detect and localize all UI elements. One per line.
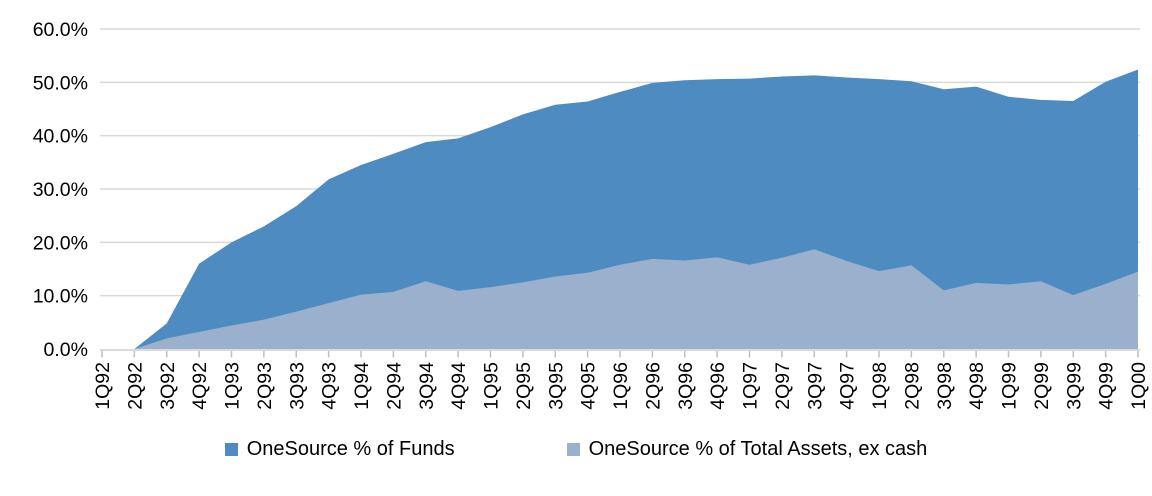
x-tick-label: 4Q93 <box>319 362 341 410</box>
series-area-1 <box>102 249 1138 349</box>
x-tick-label: 2Q99 <box>1031 362 1053 410</box>
area-chart-plot: 0.0% 10.0% 20.0% 30.0% 40.0% 50.0% 60.0% 1Q92 2Q… <box>33 19 1150 410</box>
y-tick-label: 50.0% <box>33 72 88 94</box>
x-tick-label: 4Q94 <box>448 362 470 410</box>
legend-swatch-funds-icon <box>224 443 238 456</box>
x-tick-label: 2Q95 <box>513 362 535 410</box>
area-series <box>102 69 1138 350</box>
x-tick-label: 3Q92 <box>157 362 179 410</box>
chart-legend: OneSource % of Funds OneSource % of Tota… <box>0 438 1152 461</box>
x-tick-label: 3Q98 <box>934 362 956 410</box>
x-tick-label: 3Q93 <box>286 362 308 410</box>
x-tick-label: 1Q98 <box>869 362 891 410</box>
y-tick-label: 60.0% <box>33 19 88 41</box>
x-tick-label: 2Q93 <box>254 362 276 410</box>
x-tick-label: 4Q98 <box>966 362 988 410</box>
y-tick-label: 40.0% <box>33 126 88 148</box>
x-tick-label: 4Q96 <box>707 362 729 410</box>
legend-item-funds: OneSource % of Funds <box>224 438 455 461</box>
x-tick-label: 1Q96 <box>610 362 632 410</box>
x-tick-label: 1Q99 <box>999 362 1021 410</box>
y-tick-label: 20.0% <box>33 232 88 254</box>
legend-label-assets: OneSource % of Total Assets, ex cash <box>588 438 928 460</box>
x-tick-label: 1Q94 <box>351 362 373 410</box>
x-tick-label: 3Q95 <box>545 362 567 410</box>
y-tick-label: 0.0% <box>44 339 88 361</box>
x-tick-label: 2Q92 <box>124 362 146 410</box>
legend-item-assets: OneSource % of Total Assets, ex cash <box>566 438 928 461</box>
x-tick-label: 4Q92 <box>189 362 211 410</box>
legend-label-funds: OneSource % of Funds <box>246 438 455 460</box>
x-tick-label: 1Q93 <box>222 362 244 410</box>
legend-swatch-assets-icon <box>566 443 580 456</box>
x-tick-label: 2Q96 <box>642 362 664 410</box>
y-axis-labels: 0.0% 10.0% 20.0% 30.0% 40.0% 50.0% 60.0% <box>33 19 88 361</box>
x-tick-label: 1Q92 <box>92 362 114 410</box>
x-tick-label: 4Q99 <box>1096 362 1118 410</box>
x-tick-label: 2Q94 <box>383 362 405 410</box>
x-tick-label: 2Q98 <box>901 362 923 410</box>
x-tick-label: 3Q96 <box>675 362 697 410</box>
x-tick-label: 1Q97 <box>740 362 762 410</box>
x-tick-label: 4Q97 <box>837 362 859 410</box>
x-tick-label: 1Q95 <box>481 362 503 410</box>
y-tick-label: 10.0% <box>33 286 88 308</box>
x-tick-label: 3Q97 <box>804 362 826 410</box>
x-tick-label: 3Q99 <box>1063 362 1085 410</box>
x-axis-labels: 1Q92 2Q92 3Q92 4Q92 1Q93 2Q93 3Q93 4Q93 1Q94 2Q94… <box>92 362 1150 410</box>
x-tick-label: 4Q95 <box>578 362 600 410</box>
x-tick-label: 1Q00 <box>1128 362 1150 410</box>
x-tick-label: 2Q97 <box>772 362 794 410</box>
y-tick-label: 30.0% <box>33 179 88 201</box>
x-axis <box>100 349 1140 358</box>
x-tick-label: 3Q94 <box>416 362 438 410</box>
